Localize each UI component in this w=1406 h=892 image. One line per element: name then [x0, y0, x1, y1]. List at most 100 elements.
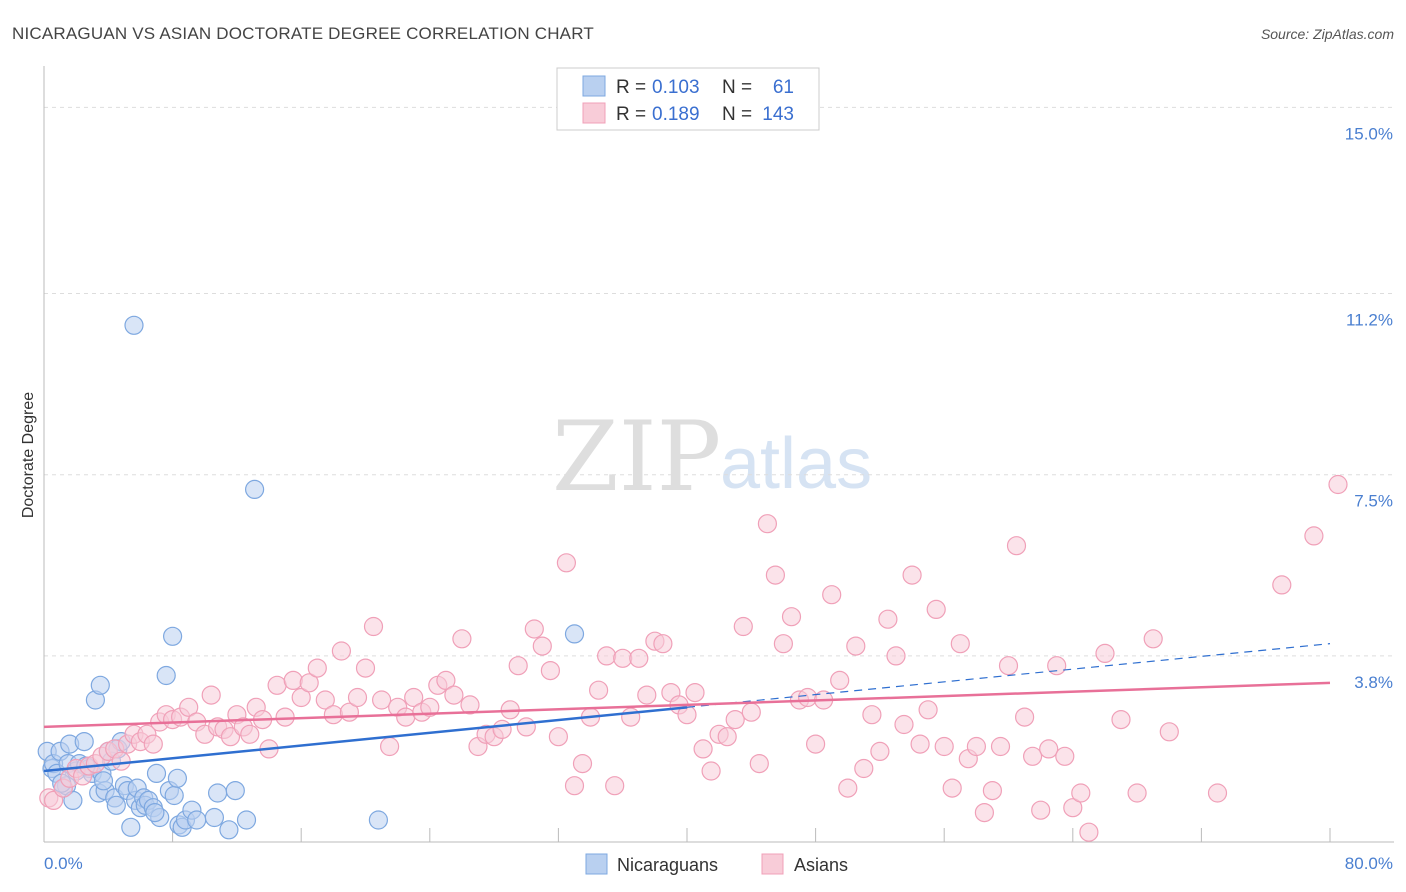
nicaraguans-point-50	[208, 783, 228, 803]
nicaraguans-point-51	[219, 820, 239, 840]
asians-point-82	[653, 634, 673, 654]
nicaraguans-points	[37, 315, 585, 840]
asians-point-72	[572, 753, 593, 774]
x-tick-min: 0.0%	[44, 854, 83, 873]
nicaraguans-trend-line	[43, 706, 688, 773]
asians-point-123	[982, 780, 1003, 801]
asians-point-50	[396, 707, 416, 727]
asians-point-65	[516, 717, 536, 737]
y-axis-label: Doctorate Degree	[20, 392, 37, 518]
y-tick-label-0: 3.8%	[1354, 673, 1393, 692]
asians-point-39	[307, 658, 327, 678]
asians-point-68	[540, 660, 561, 681]
x-tick-max: 80.0%	[1345, 854, 1393, 873]
y-tick-label-1: 7.5%	[1354, 492, 1393, 511]
asians-point-116	[926, 599, 946, 620]
asians-point-132	[1055, 746, 1075, 766]
asians-point-121	[966, 736, 987, 757]
asians-point-100	[797, 687, 818, 708]
stats-legend-n-label-0: N =	[722, 77, 752, 98]
asians-point-108	[862, 705, 882, 725]
series-legend-label-nicaraguans: Nicaraguans	[617, 855, 718, 875]
watermark-zip: ZIP	[552, 401, 721, 513]
asians-point-94	[749, 753, 769, 774]
asians-point-80	[637, 685, 657, 705]
asians-point-95	[757, 514, 778, 534]
nicaraguans-point-41	[163, 626, 183, 646]
asians-point-92	[733, 616, 753, 637]
asians-point-105	[838, 778, 858, 798]
asians-point-88	[701, 761, 721, 781]
asians-point-107	[854, 758, 874, 779]
asians-point-76	[605, 776, 625, 796]
nicaraguans-point-49	[204, 807, 224, 828]
asians-point-135	[1079, 822, 1099, 842]
asians-point-122	[974, 802, 995, 823]
asians-point-51	[404, 687, 424, 708]
asians-point-117	[934, 736, 954, 757]
asians-point-91	[725, 709, 745, 730]
asians-point-27	[220, 727, 241, 747]
asians-point-11	[111, 751, 131, 771]
asians-point-38	[299, 673, 319, 693]
nicaraguans-point-52	[225, 780, 245, 801]
watermark-atlas: atlas	[720, 424, 872, 504]
asians-point-74	[588, 680, 609, 700]
asians-point-90	[717, 727, 737, 747]
asians-point-66	[524, 619, 544, 639]
stats-legend-r-label-0: R =	[616, 77, 646, 98]
asians-point-42	[331, 641, 351, 661]
asians-point-55	[436, 670, 456, 691]
asians-point-138	[1127, 783, 1147, 803]
asians-point-119	[950, 634, 970, 654]
series-legend: Nicaraguans Asians	[585, 853, 848, 875]
nicaraguans-point-28	[121, 817, 141, 837]
asians-point-35	[275, 707, 295, 727]
asians-point-37	[291, 687, 311, 708]
asians-point-70	[556, 553, 577, 573]
stats-legend-r-label-1: R =	[616, 104, 646, 125]
asians-point-93	[741, 702, 761, 722]
y-tick-label-2: 11.2%	[1346, 310, 1393, 329]
nicaraguans-trend-extension	[686, 643, 1331, 708]
asians-point-104	[830, 670, 850, 691]
asians-point-112	[894, 714, 914, 735]
asians-point-69	[548, 727, 569, 747]
watermark: ZIP atlas	[552, 401, 872, 513]
stats-legend-n-label-1: N =	[722, 104, 752, 125]
asians-point-114	[910, 734, 930, 754]
asians-point-143	[1304, 526, 1324, 546]
asians-point-136	[1095, 643, 1115, 664]
asians-point-87	[693, 739, 713, 759]
y-tick-label-3: 15.0%	[1345, 124, 1393, 143]
asians-point-58	[460, 695, 480, 715]
asians-point-144	[1328, 474, 1348, 495]
asians-point-125	[998, 656, 1019, 676]
chart-source: Source: ZipAtlas.com	[1261, 26, 1394, 42]
asians-point-67	[532, 636, 552, 656]
asians-point-46	[363, 616, 384, 637]
asians-point-64	[508, 656, 528, 676]
asians-point-57	[452, 629, 472, 649]
axes	[43, 66, 1394, 843]
trend-lines	[43, 643, 1331, 773]
nicaraguans-point-29	[124, 315, 144, 335]
asians-point-86	[685, 682, 705, 703]
asians-point-36	[283, 670, 303, 691]
asians-point-71	[564, 776, 585, 796]
stats-legend-swatch-asians	[582, 102, 606, 124]
asians-point-137	[1111, 709, 1131, 730]
asians-point-16	[143, 734, 163, 754]
stats-legend-r-value-1: 0.189	[652, 104, 700, 125]
nicaraguans-point-56	[564, 624, 585, 644]
asians-point-118	[942, 778, 962, 798]
asians-point-41	[323, 705, 343, 725]
gridlines	[44, 106, 1394, 657]
asians-point-109	[870, 741, 890, 762]
asians-point-40	[315, 690, 335, 710]
asians-point-62	[492, 719, 512, 740]
stats-legend-r-value-0: 0.103	[652, 77, 700, 98]
asians-point-127	[1014, 707, 1035, 727]
asians-trend-line	[43, 681, 1331, 729]
